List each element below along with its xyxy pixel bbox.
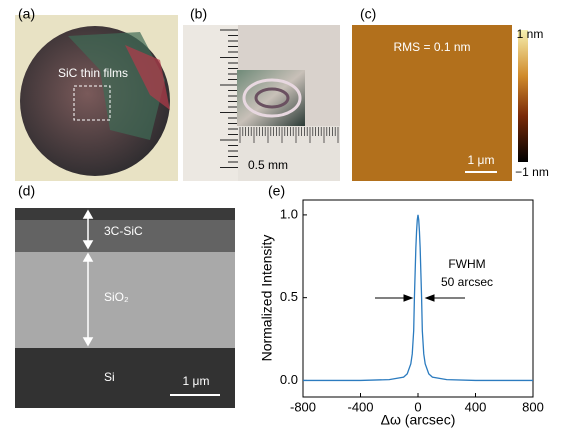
ruler-body <box>183 25 238 181</box>
layer-si <box>15 348 235 408</box>
panel-label: (a) <box>18 6 35 22</box>
layer-sio2 <box>15 252 235 348</box>
annotation: 50 arcsec <box>441 275 493 289</box>
layer-label: 3C-SiC <box>104 224 143 238</box>
colorbar <box>518 30 528 162</box>
sample <box>237 70 305 126</box>
x-axis-label: Δω (arcsec) <box>381 412 456 428</box>
colorbar-max: 1 nm <box>517 27 544 41</box>
rms-label: RMS = 0.1 nm <box>393 40 470 54</box>
scale-label: 0.5 mm <box>248 158 288 172</box>
layer-label: Si <box>104 370 115 384</box>
caption: SiC thin films <box>58 66 128 80</box>
panel-label: (b) <box>190 6 207 22</box>
annotation: FWHM <box>448 257 485 271</box>
scale-label: 1 μm <box>468 153 495 167</box>
layer-3c-sic <box>15 220 235 252</box>
plot-frame <box>302 199 534 398</box>
film-region <box>125 45 170 110</box>
data-line <box>303 214 533 382</box>
y-tick-label: 1.0 <box>280 206 298 221</box>
panel-label: (d) <box>18 183 35 199</box>
x-tick-label: 800 <box>522 399 544 414</box>
panel-label: (c) <box>360 6 376 22</box>
sem-top <box>15 208 235 220</box>
fringe <box>242 78 302 118</box>
colorbar-min: −1 nm <box>515 165 549 179</box>
thickness-arrows <box>82 209 94 347</box>
fringe <box>254 87 290 109</box>
y-tick-label: 0.5 <box>280 289 298 304</box>
afm-image <box>352 25 512 181</box>
x-tick-label: 400 <box>465 399 487 414</box>
fwhm-arrows <box>375 294 465 302</box>
ruler <box>183 25 340 181</box>
panel-label: (e) <box>268 183 285 199</box>
x-tick-label: -800 <box>290 399 316 414</box>
x-tick-label: 0 <box>414 399 421 414</box>
x-tick-label: -400 <box>347 399 373 414</box>
y-axis-label: Normalized Intensity <box>259 235 275 362</box>
scale-label: 1 μm <box>183 374 210 388</box>
y-tick-label: 0.0 <box>280 372 298 387</box>
zoom-box <box>73 85 111 121</box>
layer-label: SiO₂ <box>104 290 129 304</box>
